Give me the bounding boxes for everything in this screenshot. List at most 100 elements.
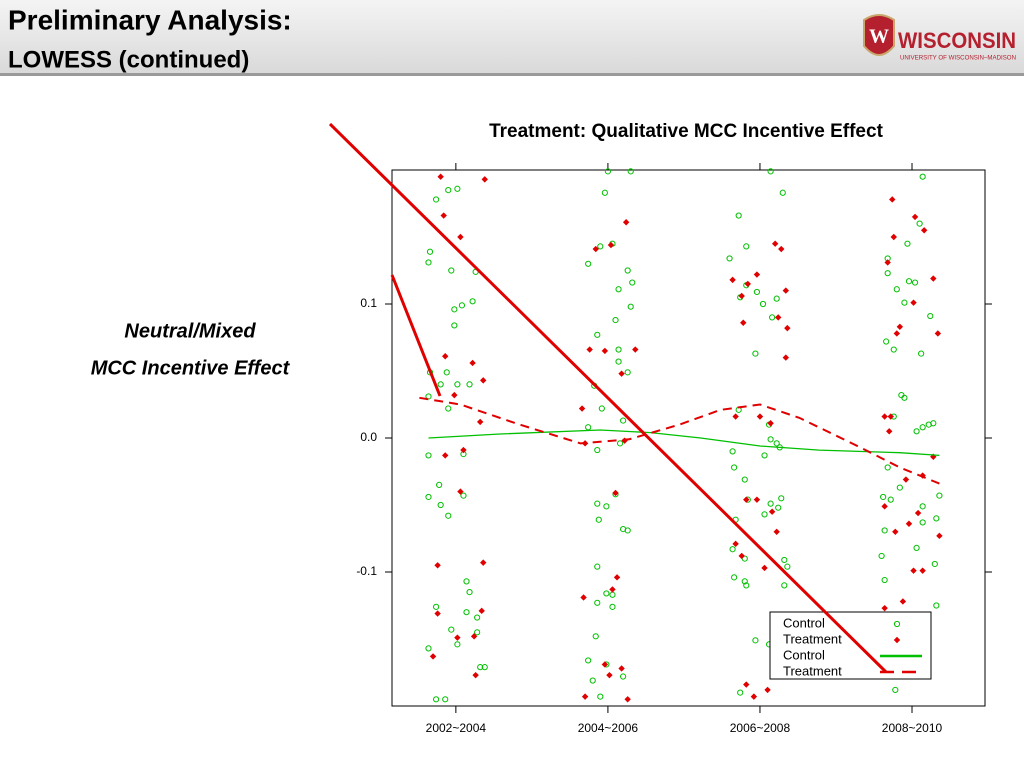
point	[457, 488, 464, 495]
point	[451, 306, 458, 313]
point	[759, 300, 767, 308]
point	[480, 377, 487, 384]
point	[460, 492, 467, 499]
point	[892, 528, 899, 535]
point	[890, 233, 897, 241]
point	[432, 696, 440, 703]
point	[448, 267, 455, 274]
point	[896, 484, 903, 491]
point	[740, 319, 747, 326]
point	[893, 330, 901, 337]
point	[474, 629, 481, 636]
point	[598, 405, 605, 412]
legend-swatch	[893, 620, 901, 628]
point	[615, 286, 622, 293]
point	[613, 574, 621, 581]
point	[752, 350, 759, 357]
point	[729, 546, 736, 553]
point	[767, 168, 774, 175]
x-tick-label: 2002~2004	[426, 721, 487, 735]
point	[743, 582, 750, 589]
point	[440, 212, 447, 219]
point	[618, 370, 625, 377]
point	[454, 634, 461, 641]
point	[918, 350, 925, 357]
point	[581, 693, 589, 700]
point	[738, 552, 745, 560]
point	[881, 527, 888, 534]
point	[769, 314, 776, 321]
legend-label: Control	[783, 647, 825, 662]
point	[884, 259, 891, 266]
point	[920, 227, 928, 234]
point	[753, 496, 761, 503]
point	[743, 243, 750, 250]
point	[627, 303, 634, 310]
point	[919, 424, 926, 431]
header-bar	[0, 0, 1024, 74]
point	[752, 637, 759, 644]
point	[480, 559, 487, 566]
legend-swatch	[893, 636, 901, 644]
point	[933, 515, 940, 522]
point	[578, 405, 586, 412]
point	[434, 610, 441, 617]
point	[612, 489, 619, 497]
point	[627, 168, 634, 175]
point	[448, 626, 455, 633]
point	[463, 578, 470, 585]
chart-title: Treatment: Qualitative MCC Incentive Eff…	[489, 121, 883, 142]
point	[781, 556, 788, 564]
side-note: MCC Incentive Effect	[91, 357, 291, 379]
point	[741, 578, 748, 585]
point	[731, 464, 738, 471]
point	[620, 673, 627, 680]
logo-sub: UNIVERSITY OF WISCONSIN–MADISON	[900, 56, 1016, 62]
point	[442, 353, 449, 360]
point	[881, 503, 888, 510]
point	[612, 316, 619, 324]
point	[883, 338, 890, 345]
point	[936, 492, 943, 499]
point	[597, 243, 604, 250]
point	[750, 693, 758, 700]
point	[595, 516, 602, 523]
point	[743, 681, 750, 688]
point	[620, 417, 627, 424]
point	[735, 212, 742, 219]
point	[451, 391, 458, 399]
point	[761, 452, 768, 459]
point	[437, 173, 444, 180]
point	[609, 591, 616, 598]
point	[884, 464, 891, 471]
point	[478, 607, 485, 615]
point	[618, 665, 625, 672]
point	[477, 664, 484, 671]
point	[597, 693, 604, 700]
point	[902, 476, 910, 483]
point	[729, 448, 736, 455]
slide-title: Preliminary Analysis:	[8, 4, 292, 35]
point	[454, 381, 461, 388]
point	[589, 677, 596, 684]
point	[457, 233, 464, 241]
point	[601, 189, 608, 196]
legend-label: Treatment	[783, 663, 842, 678]
point	[624, 527, 631, 534]
point	[729, 276, 736, 284]
point	[767, 420, 774, 427]
point	[603, 590, 610, 597]
point	[775, 504, 782, 511]
point	[784, 324, 791, 332]
point	[463, 609, 470, 616]
point	[425, 259, 432, 266]
y-tick-label: -0.1	[356, 564, 377, 578]
point	[905, 520, 913, 527]
point	[887, 496, 894, 503]
annotation-arrow	[390, 274, 442, 397]
point	[930, 420, 937, 427]
point	[594, 331, 601, 338]
point	[775, 314, 782, 321]
point	[899, 598, 907, 605]
point	[887, 413, 894, 420]
